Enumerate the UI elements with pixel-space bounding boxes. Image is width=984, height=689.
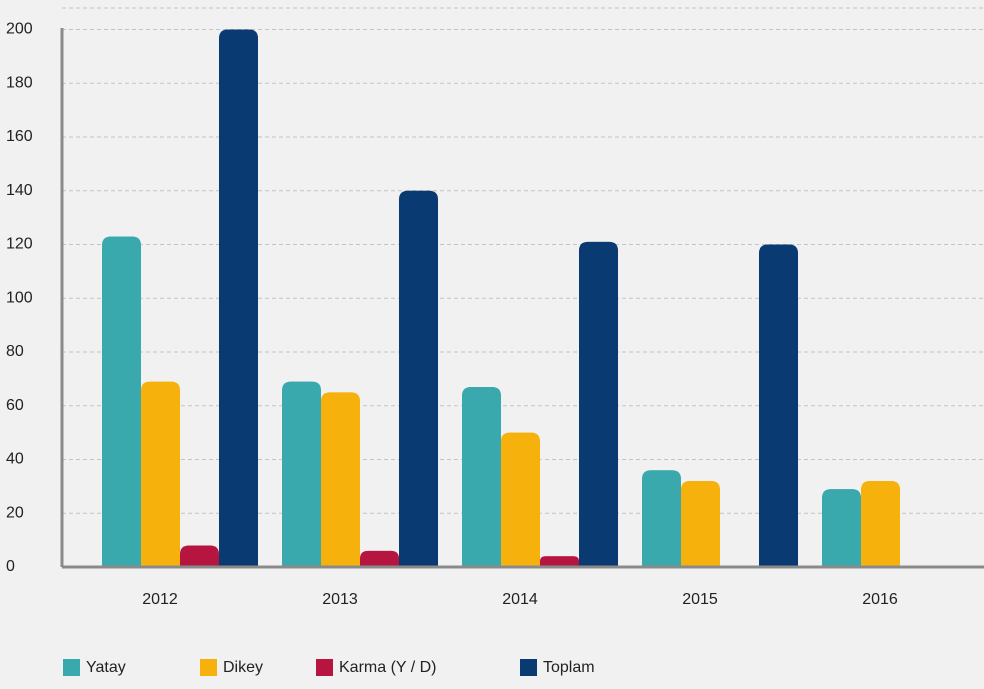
legend-label: Karma (Y / D) bbox=[339, 659, 437, 676]
x-tick-label: 2013 bbox=[322, 591, 358, 608]
bar-shade bbox=[681, 481, 720, 567]
legend-swatch bbox=[520, 659, 537, 676]
bar-shade bbox=[360, 550, 399, 567]
y-tick-label: 20 bbox=[6, 504, 24, 521]
y-tick-label: 60 bbox=[6, 397, 24, 414]
legend-label: Yatay bbox=[86, 659, 126, 676]
bar-shade bbox=[180, 545, 219, 567]
bar-shade bbox=[399, 190, 438, 567]
bar-shade bbox=[219, 29, 258, 567]
bar-shade bbox=[579, 241, 618, 567]
y-tick-label: 200 bbox=[6, 21, 33, 38]
legend-swatch bbox=[200, 659, 217, 676]
y-tick-label: 0 bbox=[6, 558, 15, 575]
y-tick-label: 160 bbox=[6, 128, 33, 145]
y-tick-label: 40 bbox=[6, 451, 24, 468]
bar-shade bbox=[501, 432, 540, 567]
y-tick-label: 80 bbox=[6, 343, 24, 360]
bar-shade bbox=[759, 244, 798, 567]
bar-shade bbox=[861, 481, 900, 567]
bar-shade bbox=[822, 489, 861, 567]
x-tick-label: 2015 bbox=[682, 591, 718, 608]
bar-shade bbox=[282, 381, 321, 567]
bar-shade bbox=[642, 470, 681, 567]
legend-swatch bbox=[63, 659, 80, 676]
y-tick-label: 100 bbox=[6, 289, 33, 306]
x-tick-label: 2016 bbox=[862, 591, 898, 608]
y-tick-label: 140 bbox=[6, 182, 33, 199]
legend-label: Dikey bbox=[223, 659, 263, 676]
bar-shade bbox=[141, 381, 180, 567]
bar-shade bbox=[102, 236, 141, 567]
bar-shade bbox=[540, 556, 579, 567]
x-tick-label: 2014 bbox=[502, 591, 538, 608]
bar-shade bbox=[462, 386, 501, 567]
legend-label: Toplam bbox=[543, 659, 595, 676]
x-tick-label: 2012 bbox=[142, 591, 178, 608]
y-tick-label: 180 bbox=[6, 74, 33, 91]
bar-shade bbox=[321, 392, 360, 567]
y-tick-label: 120 bbox=[6, 236, 33, 253]
legend-swatch bbox=[316, 659, 333, 676]
